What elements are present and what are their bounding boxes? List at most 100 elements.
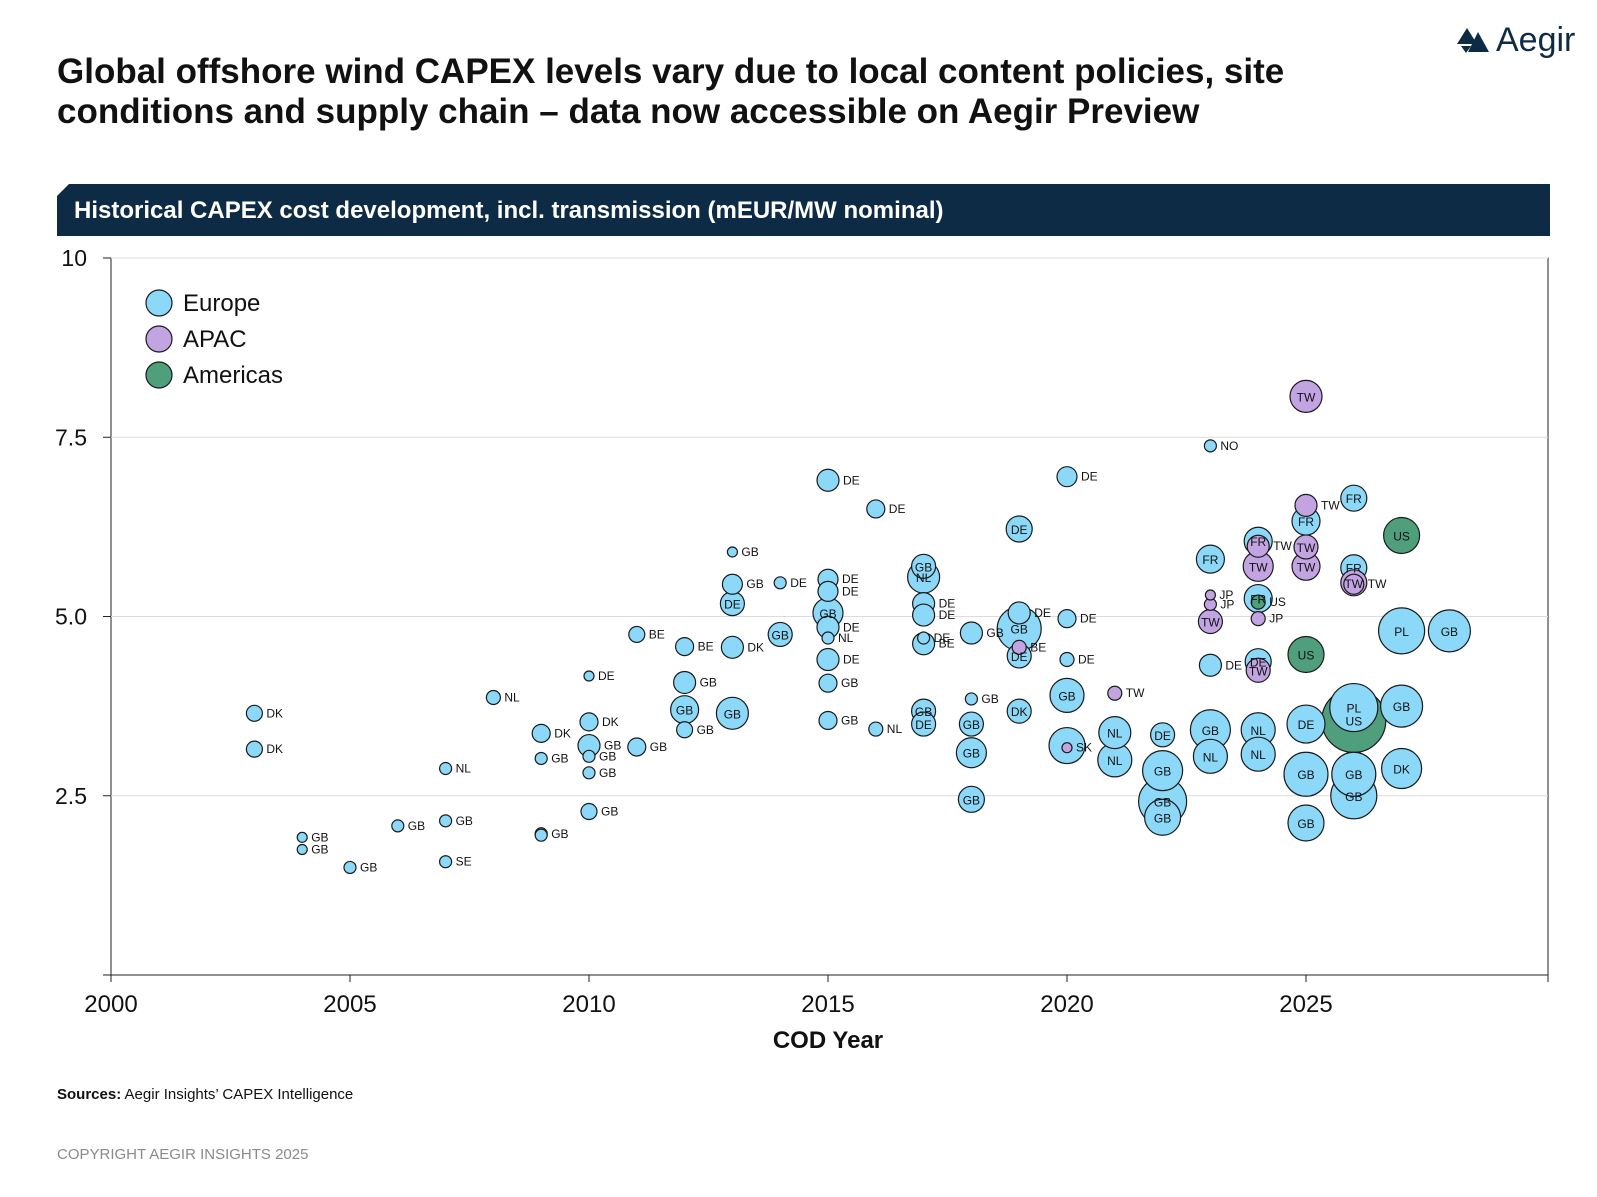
data-point — [1240, 736, 1276, 772]
data-point — [721, 573, 744, 595]
data-point — [866, 499, 886, 519]
data-point — [958, 711, 985, 737]
chart-banner: Historical CAPEX cost development, incl.… — [57, 184, 1550, 236]
data-point — [1329, 682, 1379, 733]
data-point — [821, 631, 835, 645]
data-label: GB — [1297, 768, 1314, 782]
data-point — [1286, 704, 1326, 744]
data-point — [1382, 516, 1421, 555]
data-label: GB — [1202, 724, 1219, 738]
legend-label: Americas — [183, 362, 283, 389]
data-point — [439, 761, 453, 776]
data-label: GB — [599, 766, 616, 780]
data-label: DK — [602, 715, 619, 729]
data-label: PL — [1346, 702, 1361, 716]
data-label: NL — [1203, 750, 1219, 764]
legend-marker — [145, 289, 173, 317]
sources-note: Sources: Aegir Insights’ CAPEX Intellige… — [57, 1086, 353, 1103]
x-tick-label: 2025 — [1279, 991, 1332, 1018]
data-label: NL — [916, 571, 932, 585]
data-point — [957, 785, 986, 813]
legend-marker — [145, 361, 173, 389]
mountain-logo-icon — [1457, 28, 1489, 53]
data-point — [296, 831, 308, 843]
data-point — [1059, 651, 1075, 668]
data-point — [767, 621, 793, 648]
data-point — [1331, 751, 1377, 797]
y-tick-label: 10 — [61, 245, 87, 271]
data-label: TW — [1321, 498, 1340, 512]
data-label: GB — [963, 747, 980, 761]
x-tick-label: 2000 — [84, 991, 137, 1018]
x-tick-label: 2020 — [1040, 991, 1093, 1018]
data-point — [1098, 716, 1132, 750]
data-label: DE — [1080, 612, 1097, 626]
chart-subtitle: Historical CAPEX cost development, incl.… — [74, 197, 944, 224]
data-point — [1250, 594, 1266, 610]
data-label: GB — [676, 704, 693, 718]
data-point — [1377, 607, 1426, 655]
data-label: DE — [1154, 729, 1171, 743]
data-point — [818, 673, 838, 693]
data-point — [715, 696, 750, 730]
data-label: GB — [1393, 700, 1410, 714]
data-label: DK — [266, 742, 283, 756]
legend-marker — [145, 325, 173, 353]
data-label: TW — [1297, 541, 1316, 555]
data-label: FR — [1250, 535, 1266, 549]
data-point — [955, 737, 988, 769]
scatter-chart: 2.5 5.0 7.5 10 2000 2005 2010 2015 2020 2025 COD Y… — [55, 245, 1549, 1054]
data-point — [1203, 439, 1218, 453]
data-point — [531, 723, 551, 743]
data-point — [675, 721, 694, 739]
data-label: NL — [887, 722, 903, 736]
data-point — [580, 802, 598, 821]
data-label: DE — [1011, 650, 1028, 664]
data-label: GB — [650, 740, 667, 754]
data-point — [1289, 379, 1323, 413]
data-point — [583, 670, 595, 682]
data-label: NL — [1251, 748, 1267, 762]
data-label: TW — [1368, 577, 1387, 591]
data-label: GB — [1345, 768, 1362, 782]
data-point — [582, 749, 596, 763]
data-point — [1287, 635, 1325, 674]
data-label: GB — [841, 676, 858, 690]
y-tick-label: 7.5 — [55, 424, 87, 450]
data-label: GB — [1154, 795, 1171, 809]
data-label: DE — [939, 608, 956, 622]
sources-label: Sources: — [57, 1086, 122, 1103]
data-point — [1380, 747, 1423, 790]
data-label: DE — [598, 669, 615, 683]
data-point — [245, 704, 263, 722]
data-point — [1283, 751, 1329, 797]
data-label: JP — [1269, 612, 1283, 626]
data-label: GB — [311, 843, 328, 857]
data-label: US — [1298, 649, 1315, 663]
data-label: NO — [1220, 439, 1238, 453]
data-label: GB — [915, 560, 932, 574]
data-label: NL — [504, 691, 520, 705]
data-label: TW — [1201, 616, 1220, 630]
data-label: GB — [963, 793, 980, 807]
data-label: DE — [843, 620, 860, 634]
data-label: GB — [981, 692, 998, 706]
data-label: DE — [790, 576, 807, 590]
data-point — [1107, 685, 1123, 701]
data-point — [868, 721, 884, 737]
data-point — [1246, 534, 1270, 558]
data-label: NL — [838, 631, 854, 645]
data-point — [1011, 639, 1027, 655]
data-label: DE — [1078, 653, 1095, 667]
sources-text: Aegir Insights’ CAPEX Intelligence — [124, 1086, 354, 1103]
data-point — [726, 546, 739, 558]
data-label: DK — [266, 706, 283, 720]
x-axis-label: COD Year — [773, 1027, 883, 1054]
data-label: DK — [747, 640, 764, 654]
data-label: GB — [1058, 689, 1075, 703]
data-point — [582, 766, 596, 780]
data-label: GB — [599, 749, 616, 763]
data-point — [964, 692, 979, 706]
data-label: JP — [1220, 597, 1234, 611]
data-label: GB — [746, 577, 763, 591]
